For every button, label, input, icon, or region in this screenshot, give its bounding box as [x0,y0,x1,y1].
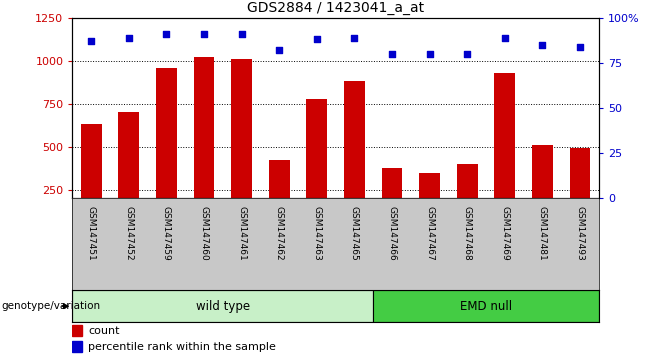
Point [274,47,284,53]
Point [387,51,397,57]
Text: GSM147465: GSM147465 [350,206,359,260]
Bar [72,325,82,336]
Text: genotype/variation: genotype/variation [1,301,101,311]
Bar [457,164,478,233]
Title: GDS2884 / 1423041_a_at: GDS2884 / 1423041_a_at [247,1,424,15]
Text: GSM147452: GSM147452 [124,206,134,260]
Text: count: count [88,326,120,336]
Point [86,38,97,44]
Bar [231,59,252,233]
Point [236,31,247,37]
Bar [344,81,365,233]
Point [124,35,134,40]
Text: GSM147481: GSM147481 [538,206,547,260]
Point [199,31,209,37]
Text: GSM147469: GSM147469 [500,206,509,260]
Bar [81,124,101,233]
Bar [72,341,82,353]
Text: GSM147493: GSM147493 [576,206,584,260]
Bar [373,290,599,322]
Bar [193,57,215,233]
Bar [494,73,515,233]
Text: GSM147462: GSM147462 [274,206,284,260]
Point [424,51,435,57]
Bar [532,145,553,233]
Bar [118,112,139,233]
Point [574,44,585,50]
Point [537,42,547,47]
Bar [570,148,590,233]
Text: GSM147463: GSM147463 [313,206,321,260]
Bar [269,160,290,233]
Text: GSM147468: GSM147468 [463,206,472,260]
Point [462,51,472,57]
Text: wild type: wild type [195,300,250,313]
Text: GSM147467: GSM147467 [425,206,434,260]
Bar [156,68,177,233]
Text: GSM147459: GSM147459 [162,206,171,260]
Bar [307,99,327,233]
Text: GSM147461: GSM147461 [237,206,246,260]
Text: EMD null: EMD null [460,300,512,313]
Bar [72,290,373,322]
Text: GSM147451: GSM147451 [87,206,95,260]
Point [349,35,360,40]
Text: GSM147460: GSM147460 [199,206,209,260]
Point [499,35,510,40]
Bar [419,173,440,233]
Text: percentile rank within the sample: percentile rank within the sample [88,342,276,352]
Point [311,36,322,42]
Point [161,31,172,37]
Text: GSM147466: GSM147466 [388,206,397,260]
Bar [382,168,402,233]
